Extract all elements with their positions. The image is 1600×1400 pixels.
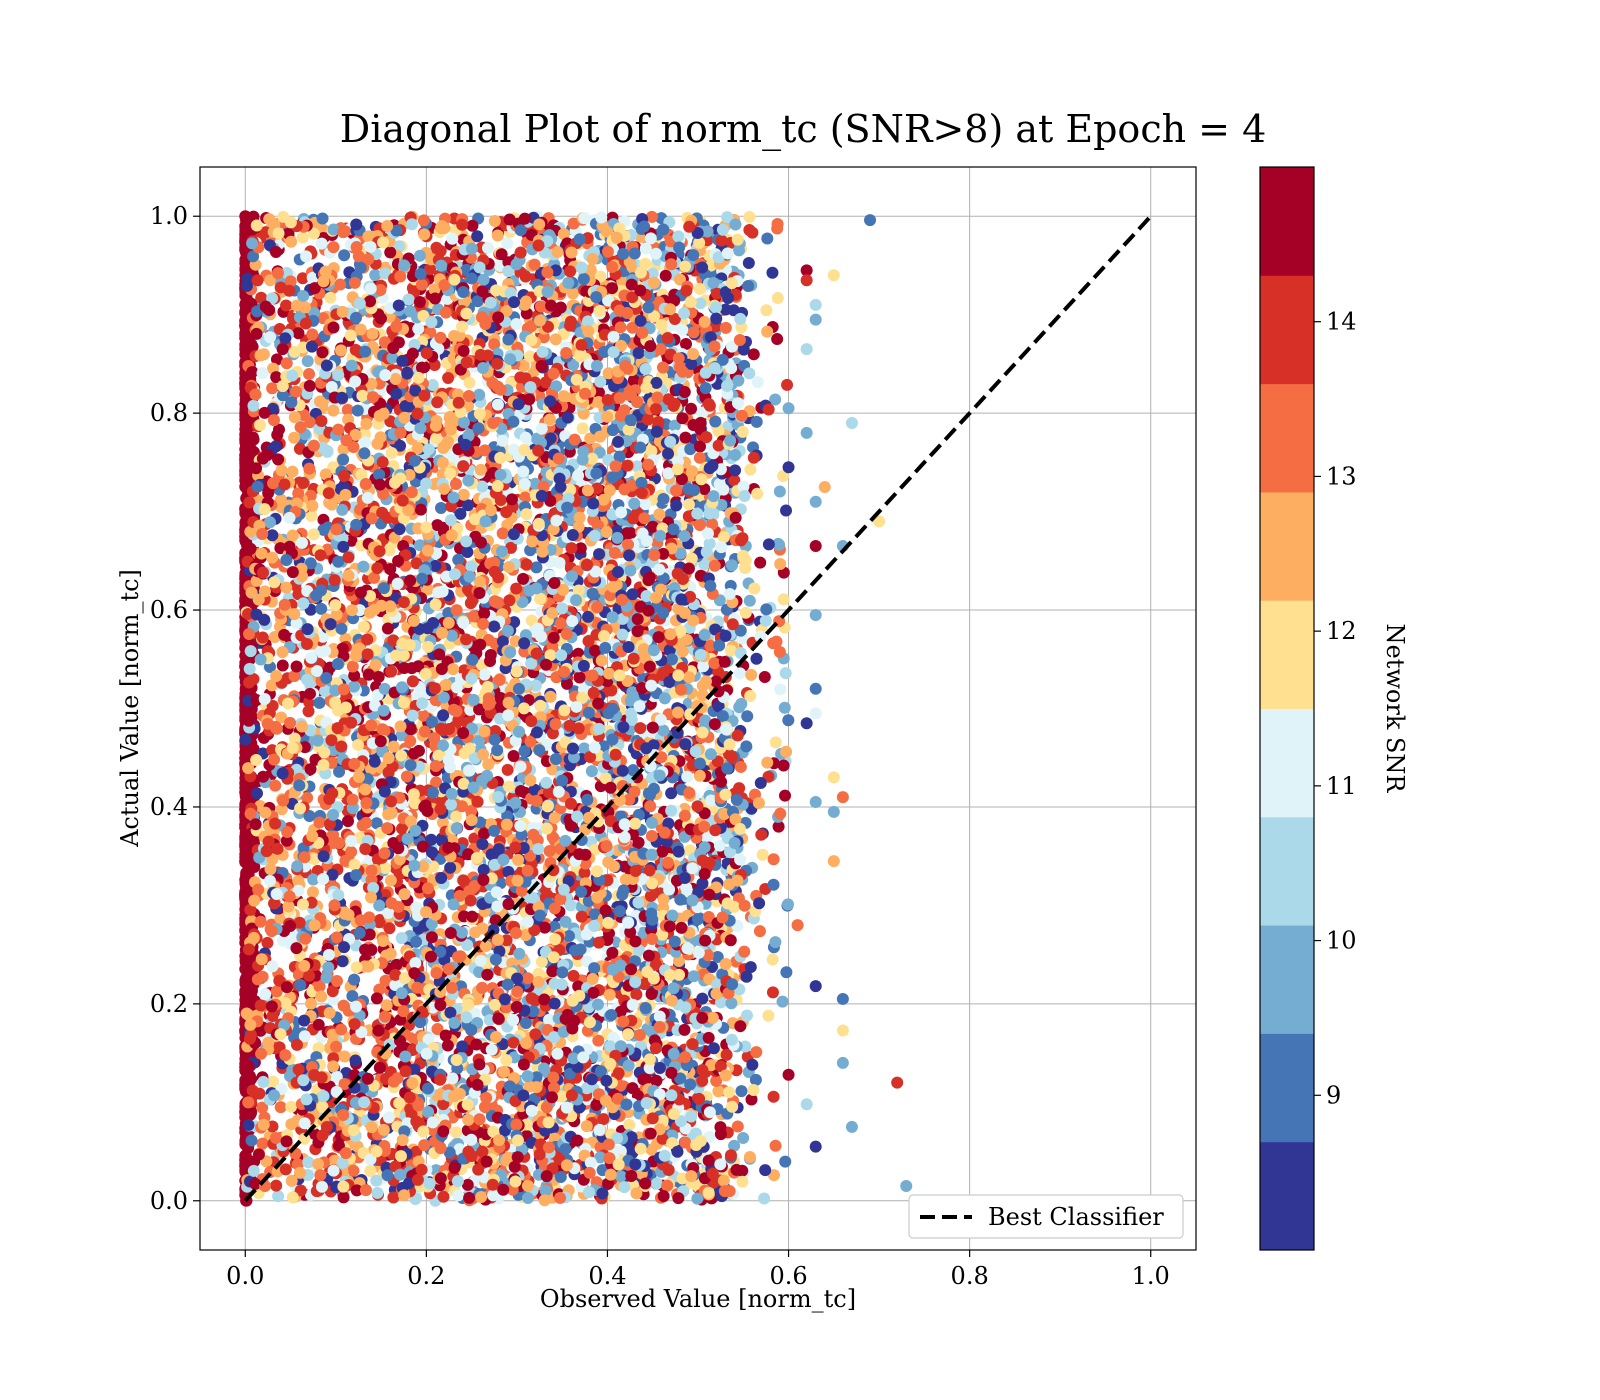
- scatter-point: [414, 503, 427, 516]
- scatter-point: [342, 815, 355, 828]
- scatter-point: [242, 1096, 255, 1109]
- scatter-point: [243, 1070, 256, 1083]
- scatter-point: [514, 246, 527, 259]
- scatter-point: [719, 321, 732, 334]
- scatter-point: [266, 529, 279, 542]
- scatter-point: [292, 327, 305, 340]
- scatter-points: [239, 210, 913, 1207]
- scatter-point: [240, 791, 253, 804]
- scatter-point: [337, 999, 350, 1012]
- scatter-point: [317, 223, 330, 236]
- scatter-point: [501, 237, 514, 250]
- scatter-point: [301, 355, 314, 368]
- scatter-point: [444, 861, 457, 874]
- scatter-point: [345, 845, 358, 858]
- scatter-point: [714, 1128, 727, 1141]
- scatter-point: [572, 647, 585, 660]
- scatter-point: [691, 913, 704, 926]
- scatter-point: [276, 659, 289, 672]
- scatter-point: [314, 549, 327, 562]
- scatter-point: [336, 955, 349, 968]
- scatter-point: [239, 327, 252, 340]
- scatter-point: [256, 1137, 269, 1150]
- scatter-point: [369, 269, 382, 282]
- scatter-point: [657, 223, 670, 236]
- scatter-point: [239, 459, 252, 472]
- scatter-point: [245, 1155, 258, 1168]
- scatter-point: [268, 631, 281, 644]
- scatter-point: [712, 1085, 725, 1098]
- scatter-point: [334, 278, 347, 291]
- scatter-point: [437, 1190, 450, 1203]
- scatter-point: [239, 733, 252, 746]
- scatter-point: [261, 936, 274, 949]
- scatter-point: [466, 219, 479, 232]
- scatter-point: [239, 471, 252, 484]
- scatter-point: [412, 322, 425, 335]
- scatter-point: [274, 1101, 287, 1114]
- scatter-point: [306, 886, 319, 899]
- scatter-point: [239, 746, 252, 759]
- scatter-point: [338, 249, 351, 262]
- scatter-point: [576, 422, 589, 435]
- scatter-point: [270, 353, 283, 366]
- scatter-point: [744, 463, 757, 476]
- scatter-point: [246, 366, 259, 379]
- scatter-point: [333, 837, 346, 850]
- scatter-point: [239, 854, 252, 867]
- scatter-point: [285, 1100, 298, 1113]
- scatter-point: [381, 622, 394, 635]
- scatter-point: [240, 417, 253, 430]
- scatter-point: [478, 827, 491, 840]
- scatter-point: [435, 501, 448, 514]
- scatter-point: [565, 542, 578, 555]
- scatter-point: [734, 1020, 747, 1033]
- scatter-point: [676, 324, 689, 337]
- scatter-point: [442, 371, 455, 384]
- scatter-point: [246, 1084, 259, 1097]
- scatter-point: [347, 1164, 360, 1177]
- scatter-point: [239, 225, 252, 238]
- scatter-point: [244, 1108, 257, 1121]
- scatter-point: [239, 448, 252, 461]
- scatter-point: [286, 465, 299, 478]
- scatter-point: [303, 368, 316, 381]
- chart-title: Diagonal Plot of norm_tc (SNR>8) at Epoc…: [340, 107, 1267, 152]
- scatter-point: [239, 302, 252, 315]
- scatter-point: [623, 1118, 636, 1131]
- scatter-point: [450, 810, 463, 823]
